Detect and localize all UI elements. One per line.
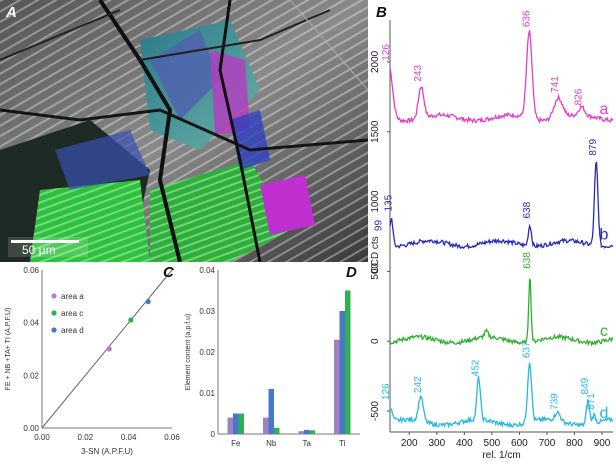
peak-label: 638 (522, 252, 533, 269)
y-tick-label: 0.06 (23, 266, 39, 275)
y-tick-label: 1500 (370, 120, 381, 143)
bar (268, 388, 274, 434)
peak-label: 636 (521, 10, 532, 27)
micrograph-image (0, 0, 368, 262)
panel-label-d: D (346, 264, 357, 281)
panel-label-a: A (6, 4, 17, 21)
y-tick-label: 0 (211, 430, 216, 439)
bar (274, 427, 280, 434)
legend-label: area a (61, 292, 84, 301)
peak-label: 638 (522, 201, 533, 218)
peak-label: 739 (550, 393, 561, 410)
spectrum-line-a (389, 30, 614, 125)
peak-label: 452 (471, 359, 482, 376)
peak-label: 741 (550, 76, 561, 93)
x-tick-label: 200 (401, 438, 418, 449)
series-label-d: d (600, 405, 609, 422)
raman-spectra-panel: B -500 0 500 1000 1500 2000 200 300 400 500 600 700… (368, 0, 616, 468)
category-label: Fe (231, 439, 241, 448)
peak-label: 99 (373, 220, 384, 232)
scale-bar: 50 µm (8, 237, 88, 257)
y-tick-label: 0 (370, 338, 381, 344)
scale-bar-line (11, 240, 79, 243)
raman-chart: -500 0 500 1000 1500 2000 200 300 400 500 600 700 80… (370, 10, 614, 461)
peak-label: 849 (580, 377, 591, 394)
x-axis-title: 3-SN (A.P.F.U) (81, 447, 133, 456)
x-tick-label: 500 (484, 438, 501, 449)
scale-bar-label: 50 µm (22, 243, 56, 257)
data-point-area-a (106, 346, 112, 352)
micrograph-panel: A 50 µm (0, 0, 368, 262)
y-tick-label: 2000 (370, 50, 381, 73)
x-tick-label: 0.06 (164, 433, 180, 442)
peak-label: 135 (383, 194, 394, 211)
bar (233, 413, 239, 434)
bar-panel: 0 0.01 0.02 0.03 0.04 Element content (a.p.f.… (180, 262, 368, 468)
x-tick-label: 300 (428, 438, 445, 449)
peak-label: 826 (574, 88, 585, 105)
x-tick-label: 0.02 (78, 433, 94, 442)
x-tick-label: 700 (539, 438, 556, 449)
spectrum-line-c (389, 278, 614, 347)
y-axis-title: CCD cts (370, 236, 381, 273)
peak-label: 879 (588, 139, 599, 156)
x-tick-label: 400 (456, 438, 473, 449)
peak-label: 871 (586, 393, 597, 410)
panel-label-c: C (163, 264, 174, 281)
y-tick-label: 0.03 (199, 307, 215, 316)
panel-label-b: B (376, 4, 387, 21)
spectrum-line-b (389, 161, 614, 250)
x-tick-label: 600 (511, 438, 528, 449)
y-tick-label: 0.00 (23, 424, 39, 433)
bar (304, 429, 310, 434)
spectrum-line-d (389, 362, 614, 429)
bar (238, 413, 244, 434)
legend-marker (51, 310, 57, 316)
bar (227, 417, 233, 434)
bar (263, 417, 269, 434)
bar (309, 430, 315, 434)
series-label-c: c (600, 323, 608, 340)
y-tick-label: 0.02 (23, 371, 39, 380)
y-tick-label: 0.04 (199, 266, 215, 275)
x-tick-label: 0.00 (34, 433, 50, 442)
series-label-b: b (600, 226, 609, 243)
data-point-area-c (128, 317, 134, 323)
peak-label: 126 (381, 44, 392, 61)
bar (345, 290, 351, 434)
x-axis-title: rel. 1/cm (482, 450, 520, 461)
legend-marker (51, 327, 57, 333)
peak-label: 243 (413, 65, 424, 82)
category-label: Nb (266, 439, 277, 448)
y-tick-label: 1000 (370, 190, 381, 213)
peak-label: 637 (522, 341, 533, 358)
y-tick-label: 0.01 (199, 389, 215, 398)
y-tick-label: 500 (370, 263, 381, 280)
category-label: Ti (339, 439, 346, 448)
series-label-a: a (600, 101, 609, 118)
x-tick-label: 800 (566, 438, 583, 449)
scatter-panel: 0.00 0.02 0.04 0.06 0.00 0.02 0.04 0.06 3-SN (A.… (0, 262, 180, 468)
y-axis-title: Element content (a.p.f.u) (185, 314, 192, 391)
y-tick-label: -500 (370, 401, 381, 421)
legend-label: area d (61, 326, 84, 335)
data-point-area-d (145, 299, 151, 305)
x-tick-label: 0.04 (121, 433, 137, 442)
y-tick-label: 0.04 (23, 319, 39, 328)
bar (339, 311, 345, 434)
bar (334, 339, 340, 434)
x-tick-label: 900 (594, 438, 611, 449)
category-label: Ta (303, 439, 312, 448)
peak-label: 126 (381, 383, 392, 400)
peak-label: 242 (413, 376, 424, 393)
y-tick-label: 0.02 (199, 348, 215, 357)
scatter-chart: 0.00 0.02 0.04 0.06 0.00 0.02 0.04 0.06 3-SN (A.… (5, 266, 180, 456)
legend-label: area c (61, 309, 83, 318)
bar (298, 431, 304, 434)
legend-marker (51, 293, 57, 299)
y-axis-title: FE + NB +TA+ TI (A.P.F.U) (5, 308, 12, 391)
bar-chart: 0 0.01 0.02 0.03 0.04 Element content (a.p.f.… (185, 266, 360, 448)
